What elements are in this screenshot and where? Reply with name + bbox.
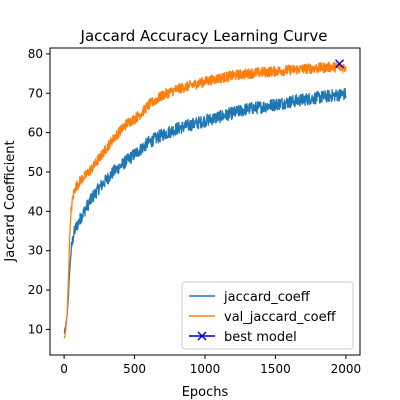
legend-label: best model [224,330,297,345]
legend-marker-icon [197,331,207,341]
x-tick-label: 500 [123,362,146,376]
y-tick-label: 60 [28,126,43,140]
legend-label: jaccard_coeff [223,290,311,305]
x-axis-label: Epochs [182,385,229,400]
legend-label: val_jaccard_coeff [224,310,337,325]
y-tick-label: 20 [28,283,43,297]
x-tick-label: 1000 [190,362,221,376]
x-tick-label: 2000 [331,362,362,376]
y-tick-label: 30 [28,244,43,258]
series-line-jaccard_coeff [63,87,347,334]
best-model-marker [335,59,345,69]
y-tick-label: 50 [28,165,43,179]
legend-box [181,281,354,350]
series-line-val_jaccard_coeff [63,61,347,339]
x-axis: 0 500 1000 1500 2000 [60,355,361,376]
plot-area [63,61,347,339]
y-axis: 10 20 30 40 50 60 70 80 [28,47,50,336]
x-tick-label: 0 [60,362,68,376]
y-tick-label: 10 [28,322,43,336]
y-tick-label: 40 [28,204,43,218]
y-tick-label: 70 [28,86,43,100]
chart-title: Jaccard Accuracy Learning Curve [80,27,328,45]
x-tick-label: 1500 [260,362,291,376]
y-tick-label: 80 [28,47,43,61]
y-axis-label: Jaccard Coefficient [3,140,18,262]
